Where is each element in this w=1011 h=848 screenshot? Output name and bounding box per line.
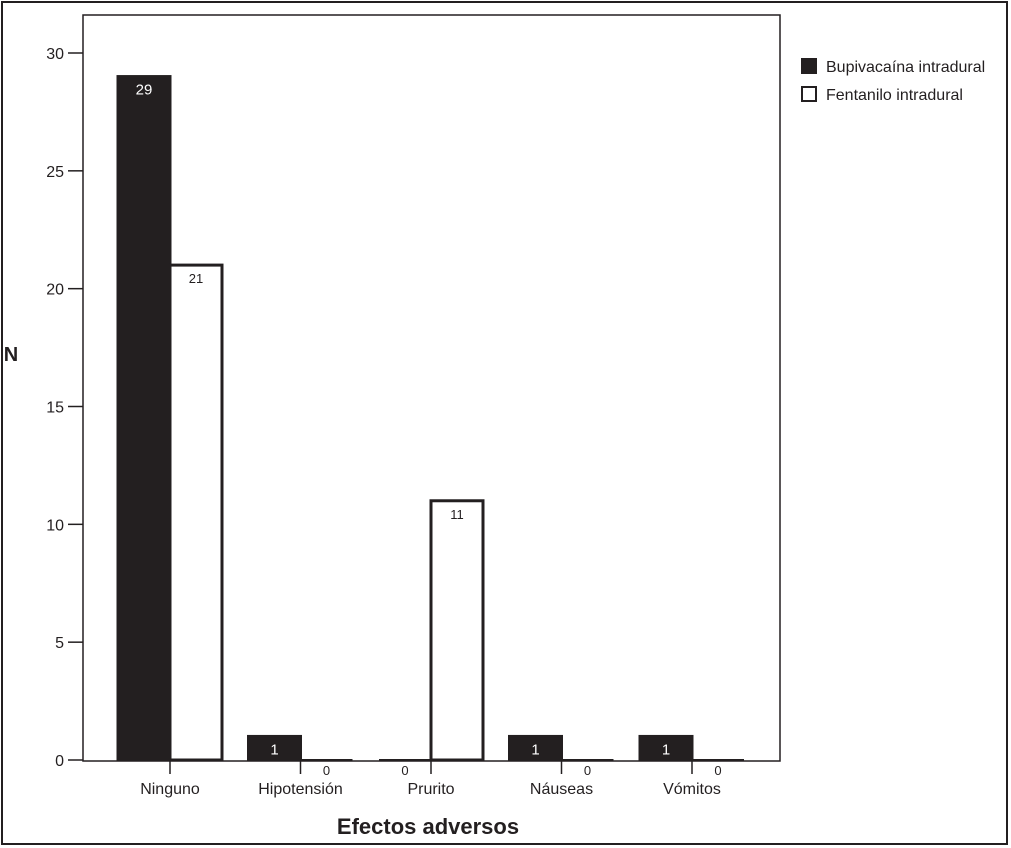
y-axis-label: N: [4, 344, 18, 366]
bar-value-label: 1: [270, 741, 278, 758]
y-tick-label: 10: [46, 517, 64, 534]
bar: [508, 734, 563, 762]
legend-label: Bupivacaína intradural: [826, 59, 985, 76]
x-tick-label: Prurito: [407, 781, 454, 798]
bars: [116, 75, 744, 762]
bar-value-label: 11: [450, 507, 464, 522]
bar: [247, 734, 302, 762]
x-tick-label: Vómitos: [663, 781, 721, 798]
y-tick-label: 20: [46, 282, 64, 299]
y-tick-label: 5: [55, 635, 64, 652]
bar-value-label: 1: [531, 741, 539, 758]
bar-value-label: 21: [189, 271, 203, 286]
bar: [168, 263, 224, 762]
x-axis: Ninguno Hipotensión Prurito Náuseas Vómitos: [140, 760, 721, 798]
legend-swatch: [801, 86, 817, 102]
bar: [429, 499, 485, 762]
legend: Bupivacaína intradural Fentanilo intradur…: [801, 58, 985, 104]
bar-value-label: 0: [714, 763, 721, 778]
bar-value-label: 29: [136, 82, 153, 99]
y-axis: 0 5 10 15 20 25 30: [46, 46, 83, 770]
legend-label: Fentanilo intradural: [826, 87, 963, 104]
bar-value-label: 0: [323, 763, 330, 778]
bar-value-label: 0: [401, 763, 408, 778]
y-tick-label: 25: [46, 164, 64, 181]
y-tick-label: 30: [46, 46, 64, 63]
bar-value-label: 1: [662, 741, 670, 758]
y-tick-label: 15: [46, 400, 64, 417]
bar: [116, 75, 172, 762]
legend-swatch: [801, 58, 817, 74]
x-axis-label: Efectos adversos: [337, 814, 519, 839]
x-tick-label: Hipotensión: [258, 781, 343, 798]
bar-value-label: 0: [584, 763, 591, 778]
y-tick-label: 0: [55, 753, 64, 770]
bar: [638, 734, 694, 762]
x-tick-label: Náuseas: [530, 781, 593, 798]
x-tick-label: Ninguno: [140, 781, 200, 798]
